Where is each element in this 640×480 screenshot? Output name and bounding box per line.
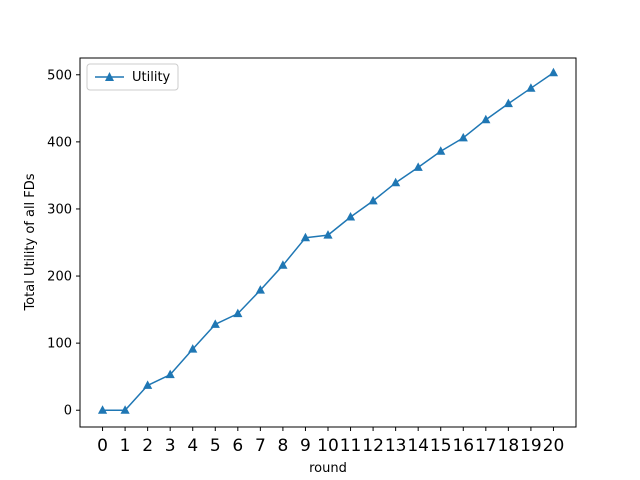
x-tick-label: 1 — [120, 436, 131, 456]
x-tick-label: 4 — [187, 436, 198, 456]
data-point-marker — [188, 344, 198, 353]
plot-area — [97, 67, 559, 414]
data-point-marker — [300, 232, 311, 242]
x-tick-label: 5 — [210, 436, 221, 456]
data-point-marker — [97, 405, 108, 414]
y-tick-label: 400 — [47, 135, 72, 150]
x-tick-label: 20 — [543, 436, 565, 456]
x-axis-ticks: 0 1 2 3 4 5 6 7 8 9 10 11 12 13 14 15 16 17 18 19 20 — [97, 427, 564, 456]
data-point-marker — [345, 212, 356, 221]
y-tick-label: 200 — [47, 270, 72, 285]
x-tick-label: 7 — [255, 436, 266, 456]
x-tick-label: 17 — [475, 436, 497, 456]
data-point-marker — [210, 319, 220, 328]
x-tick-label: 8 — [277, 436, 288, 456]
legend-label: Utility — [132, 70, 171, 85]
data-point-marker — [548, 67, 559, 77]
x-tick-label: 0 — [97, 436, 108, 456]
data-point-marker — [278, 260, 288, 269]
legend-triangle-icon — [105, 72, 114, 81]
legend-box — [86, 63, 179, 91]
x-tick-label: 16 — [452, 436, 474, 456]
legend: Utility — [86, 63, 179, 91]
x-axis-label: round — [309, 461, 347, 476]
x-tick-label: 19 — [520, 436, 542, 456]
data-point-marker — [481, 114, 491, 124]
data-point-marker — [165, 369, 175, 379]
x-tick-label: 10 — [317, 436, 339, 456]
y-tick-label: 100 — [47, 337, 72, 352]
data-point-marker — [143, 380, 153, 389]
y-tick-label: 0 — [64, 404, 72, 419]
x-tick-label: 15 — [430, 436, 452, 456]
x-tick-label: 12 — [362, 436, 384, 456]
y-axis-label: Total Utility of all FDs — [23, 173, 38, 311]
data-point-marker — [120, 405, 130, 414]
y-axis-ticks: 0 100 200 300 400 500 — [47, 68, 80, 419]
y-tick-label: 300 — [47, 202, 72, 217]
x-tick-label: 6 — [232, 436, 243, 456]
x-tick-label: 3 — [165, 436, 176, 456]
x-tick-label: 2 — [142, 436, 153, 456]
data-point-marker — [391, 177, 401, 187]
data-point-marker — [503, 98, 513, 108]
y-tick-label: 500 — [47, 68, 72, 83]
data-point-marker — [233, 308, 243, 318]
data-point-marker — [526, 83, 536, 92]
data-point-marker — [323, 230, 333, 239]
x-tick-label: 11 — [340, 436, 362, 456]
data-point-marker — [368, 195, 378, 205]
data-point-marker — [413, 162, 423, 171]
data-point-marker — [436, 146, 446, 155]
x-tick-label: 13 — [385, 436, 407, 456]
x-tick-label: 14 — [407, 436, 429, 456]
data-point-marker — [458, 132, 468, 142]
x-tick-label: 9 — [300, 436, 311, 456]
x-tick-label: 18 — [498, 436, 520, 456]
data-point-marker — [255, 285, 265, 294]
